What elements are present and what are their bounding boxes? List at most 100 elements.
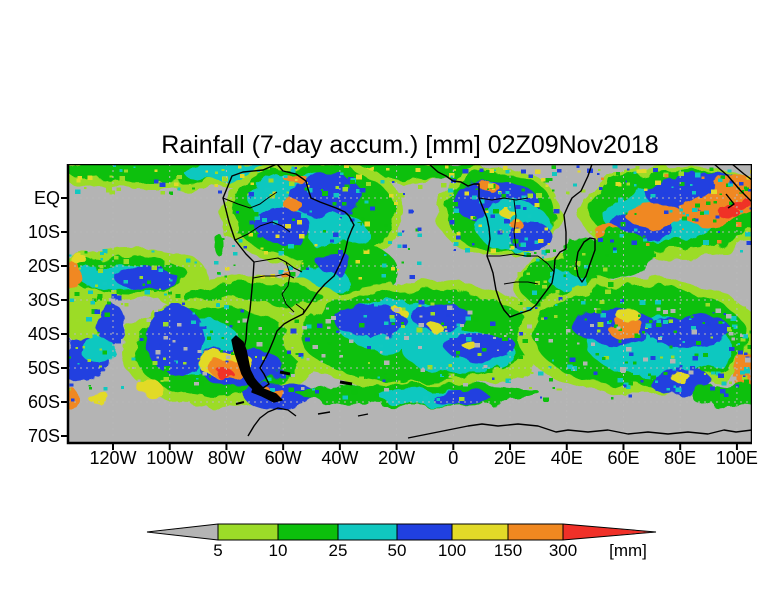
rain-speckle — [397, 380, 401, 383]
rain-speckle — [448, 300, 451, 303]
rain-speckle — [115, 339, 122, 344]
rain-speckle — [81, 275, 85, 278]
rain-speckle — [576, 342, 580, 345]
rain-speckle — [205, 170, 208, 173]
rain-speckle — [535, 302, 541, 307]
rain-speckle — [607, 262, 613, 268]
rain-speckle — [220, 350, 224, 353]
rain-speckle — [693, 226, 698, 230]
rain-speckle — [628, 381, 633, 386]
rain-speckle — [694, 203, 701, 208]
map-frame — [66, 164, 752, 445]
rain-speckle — [541, 256, 545, 259]
rain-speckle — [704, 210, 709, 215]
rain-speckle — [123, 259, 130, 264]
rain-speckle — [404, 336, 409, 341]
rain-speckle — [682, 341, 686, 344]
rain-speckle — [543, 280, 547, 284]
rain-speckle — [164, 260, 171, 265]
rain-speckle — [301, 325, 307, 330]
lat-label-30s: 30S — [27, 290, 60, 310]
rain-speckle — [285, 223, 291, 229]
rain-speckle — [631, 240, 638, 245]
rain-speckle — [363, 247, 368, 251]
rain-speckle — [566, 328, 571, 333]
rain-speckle — [448, 172, 455, 178]
rain-speckle — [698, 208, 702, 211]
rain-speckle — [676, 367, 680, 371]
rain-speckle — [593, 308, 597, 311]
rain-speckle — [417, 233, 422, 238]
rain-speckle — [361, 262, 367, 267]
rain-speckle — [239, 174, 245, 178]
colorbar-label-25: 25 — [328, 541, 348, 560]
rain-speckle — [154, 290, 157, 292]
rain-speckle — [597, 322, 604, 327]
rain-speckle — [459, 323, 464, 327]
rain-speckle — [146, 262, 150, 265]
rain-speckle — [729, 381, 732, 384]
rain-speckle — [468, 177, 471, 180]
rain-speckle — [367, 362, 371, 364]
rain-speckle — [666, 387, 670, 391]
lon-label-0: 0 — [448, 448, 459, 468]
rain-blob — [616, 309, 640, 321]
rain-speckle — [539, 396, 542, 399]
rain-speckle — [536, 258, 540, 262]
rain-speckle — [678, 177, 682, 181]
rain-speckle — [663, 191, 667, 195]
rain-speckle — [290, 373, 296, 378]
chart-title: Rainfall (7-day accum.) [mm] 02Z09Nov201… — [161, 131, 659, 159]
rain-speckle — [622, 384, 627, 388]
rain-speckle — [563, 274, 567, 277]
rain-speckle — [483, 295, 489, 299]
rain-blob — [216, 369, 234, 379]
rain-speckle — [216, 272, 221, 275]
rain-speckle — [577, 170, 581, 173]
rain-speckle — [88, 384, 92, 387]
rain-speckle — [597, 169, 601, 172]
rain-speckle — [523, 307, 526, 310]
rain-speckle — [740, 370, 746, 375]
rain-speckle — [738, 181, 744, 186]
rain-speckle — [86, 281, 92, 286]
rain-speckle — [656, 327, 660, 331]
rain-speckle — [360, 308, 365, 312]
rain-speckle — [327, 326, 331, 329]
rain-speckle — [360, 234, 367, 239]
rain-speckle — [95, 284, 99, 287]
coastline — [247, 407, 297, 437]
rain-speckle — [384, 387, 389, 392]
rain-speckle — [605, 253, 609, 257]
rain-speckle — [355, 188, 361, 193]
coastline — [407, 423, 752, 439]
rain-speckle — [625, 212, 628, 215]
rain-speckle — [690, 325, 697, 331]
rain-speckle — [548, 339, 553, 343]
coastline — [713, 164, 752, 203]
rain-speckle — [709, 334, 712, 337]
axis-ticks — [61, 197, 738, 450]
rain-speckle — [543, 316, 548, 320]
lat-label-20s: 20S — [27, 256, 60, 276]
rain-speckle — [489, 169, 495, 174]
rain-speckle — [595, 307, 598, 309]
rain-speckle — [86, 317, 92, 322]
rain-speckle — [358, 376, 364, 381]
rain-speckle — [105, 354, 109, 357]
rain-speckle — [526, 272, 531, 276]
rain-speckle — [112, 164, 116, 167]
rain-speckle — [664, 333, 668, 336]
rain-speckle — [740, 337, 746, 342]
rain-speckle — [516, 219, 520, 223]
rain-speckle — [283, 174, 288, 178]
land-fill — [251, 385, 283, 403]
rain-speckle — [359, 323, 365, 328]
rain-blob — [72, 255, 88, 265]
rain-speckle — [306, 267, 309, 270]
rain-speckle — [151, 250, 155, 253]
rain-speckle — [724, 393, 729, 397]
rain-speckle — [172, 361, 177, 365]
rain-speckle — [369, 206, 375, 211]
lon-label-100e: 100E — [715, 448, 758, 468]
